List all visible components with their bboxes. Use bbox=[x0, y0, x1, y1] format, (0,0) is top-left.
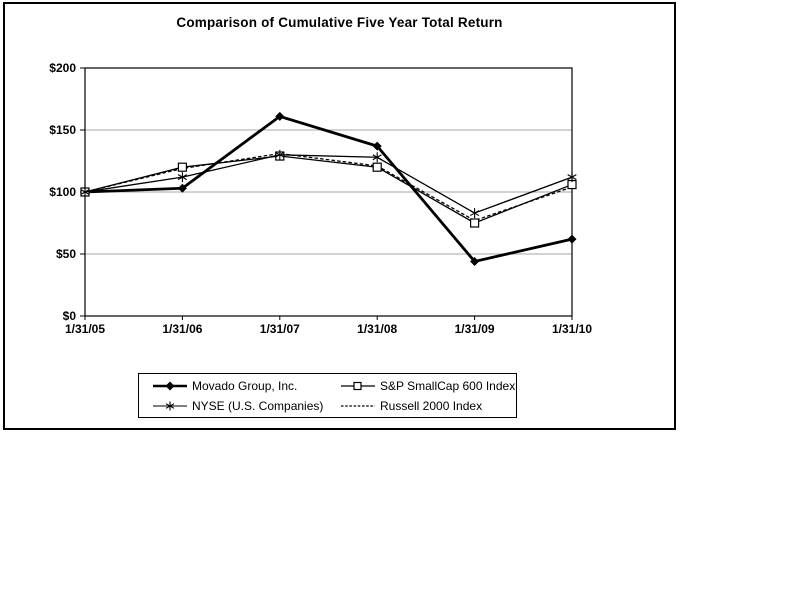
legend-label: S&P SmallCap 600 Index bbox=[380, 378, 516, 393]
y-tick-label: $0 bbox=[63, 309, 77, 323]
legend-item-russell-2000: Russell 2000 Index bbox=[340, 395, 482, 416]
x-tick-label: 1/31/09 bbox=[455, 322, 495, 336]
y-tick-label: $200 bbox=[49, 61, 76, 75]
x-tick-label: 1/31/08 bbox=[357, 322, 397, 336]
legend: Movado Group, Inc. S&P SmallCap 600 Inde… bbox=[138, 373, 517, 418]
legend-label: NYSE (U.S. Companies) bbox=[192, 398, 324, 413]
marker-asterisk-nyse bbox=[469, 210, 480, 217]
series-line-russell-2000 bbox=[84, 152, 573, 222]
marker-diamond-movado bbox=[567, 234, 577, 244]
marker-square-sp-smallcap-600 bbox=[372, 162, 382, 172]
legend-item-movado: Movado Group, Inc. bbox=[152, 375, 297, 396]
marker-square-sp-smallcap-600 bbox=[177, 162, 187, 172]
line-chart-plot: $0 $50 $100 $150 $200 1/31/05 1/31/06 1/31/07 1/… bbox=[49, 61, 592, 336]
marker-diamond-movado bbox=[372, 141, 382, 151]
marker-diamond-movado bbox=[177, 183, 187, 193]
x-tick-label: 1/31/10 bbox=[552, 322, 592, 336]
y-tick-label: $100 bbox=[49, 185, 76, 199]
marker-diamond-movado bbox=[470, 256, 480, 266]
x-tick-label: 1/31/07 bbox=[260, 322, 300, 336]
marker-diamond-movado bbox=[275, 111, 285, 121]
marker-square-sp-smallcap-600 bbox=[470, 218, 480, 228]
legend-item-sp-smallcap-600: S&P SmallCap 600 Index bbox=[340, 375, 515, 396]
chart-title: Comparison of Cumulative Five Year Total… bbox=[176, 15, 503, 30]
series-line-sp-smallcap-600 bbox=[84, 155, 573, 224]
series-line-nyse bbox=[84, 154, 573, 214]
chart-frame bbox=[3, 2, 676, 430]
legend-item-nyse: NYSE (U.S. Companies) bbox=[152, 395, 323, 416]
x-tick-label: 1/31/06 bbox=[162, 322, 202, 336]
marker-asterisk-nyse bbox=[80, 189, 90, 195]
thin-line-asterisk-icon bbox=[152, 399, 188, 413]
marker-asterisk-nyse bbox=[177, 174, 188, 181]
y-tick-label: $150 bbox=[49, 123, 76, 137]
x-tick-label: 1/31/05 bbox=[65, 322, 105, 336]
marker-asterisk-nyse bbox=[275, 151, 285, 158]
thin-line-open-square-icon bbox=[340, 379, 376, 393]
marker-asterisk-nyse bbox=[372, 154, 382, 161]
y-tick-label: $50 bbox=[56, 247, 76, 261]
dashed-line-icon bbox=[340, 399, 376, 413]
series-line-movado bbox=[84, 114, 573, 263]
movado-thick-line-diamond-icon bbox=[152, 379, 188, 393]
legend-label: Russell 2000 Index bbox=[380, 398, 483, 413]
legend-label: Movado Group, Inc. bbox=[192, 378, 298, 393]
marker-asterisk-nyse bbox=[567, 174, 577, 181]
